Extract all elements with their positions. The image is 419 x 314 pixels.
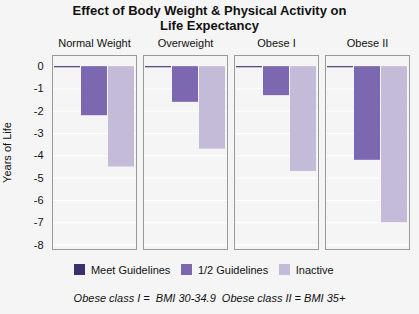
svg-text:-1: -1	[34, 82, 44, 94]
svg-text:Overweight: Overweight	[158, 37, 214, 49]
html-text:Effect of Body Weight & Physic: Effect of Body Weight & Physical Activit…	[72, 3, 347, 33]
html-text:Obese class I = BMI 30-34.9 Ob: Obese class I = BMI 30-34.9 Obese class …	[73, 291, 346, 304]
svg-text:-6: -6	[34, 194, 44, 206]
svg-text:Obese I: Obese I	[257, 37, 296, 49]
svg-text:Obese II: Obese II	[347, 37, 389, 49]
svg-text:-7: -7	[34, 216, 44, 228]
svg-text:-3: -3	[34, 127, 44, 139]
html-text:Meet Guidelines: Meet Guidelines	[90, 263, 171, 276]
svg-text:-5: -5	[34, 172, 44, 184]
svg-text:-2: -2	[34, 105, 44, 117]
svg-text:-8: -8	[34, 239, 44, 251]
svg-text:0: 0	[37, 60, 43, 72]
html-text:1/2 Guidelines: 1/2 Guidelines	[197, 263, 269, 276]
svg-text:Years of Life: Years of Life	[1, 122, 13, 183]
svg-text:-4: -4	[34, 149, 44, 161]
svg-text:Normal Weight: Normal Weight	[58, 37, 131, 49]
html-text:Inactive: Inactive	[295, 263, 334, 276]
